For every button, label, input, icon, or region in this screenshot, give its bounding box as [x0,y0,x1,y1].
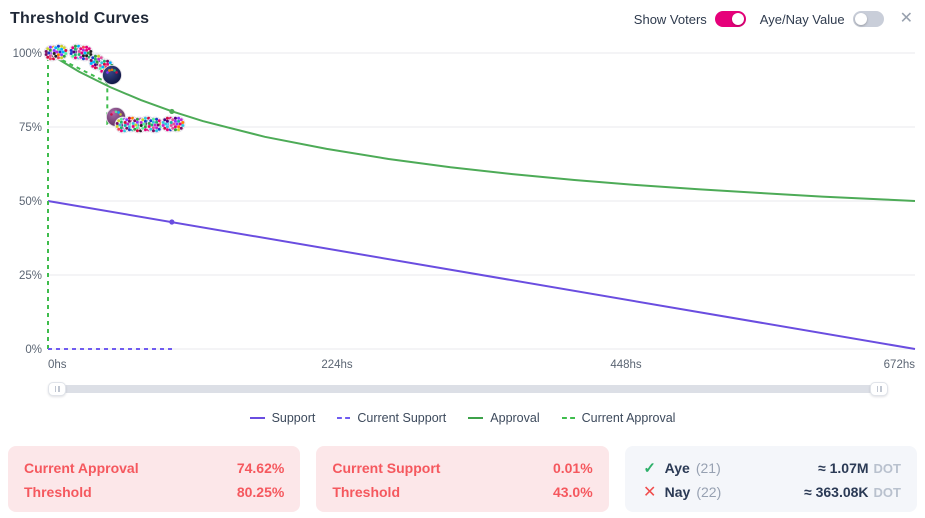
approval-threshold-value: 80.25% [236,484,285,500]
show-voters-toggle-group[interactable]: Show Voters [634,11,746,27]
y-tick-label: 0% [25,344,42,356]
approval-threshold-label: Threshold [24,484,92,500]
x-tick-label: 672hs [884,359,916,371]
y-tick-label: 75% [19,122,42,134]
current-approval-value: 74.62% [236,460,285,476]
close-icon[interactable]: ✕ [899,10,913,27]
voter-avatar[interactable] [51,43,69,61]
threshold-marker-dot [169,108,175,115]
aye-nay-toggle-group[interactable]: Aye/Nay Value [760,11,884,27]
aye-label: Aye [664,460,690,476]
votes-card: ✓ Aye (21) ≈ 1.07M DOT ✕ Nay (22) ≈ 363.… [624,446,917,512]
current-support-label: Current Support [332,460,441,476]
threshold-curves-plot[interactable]: 100% 75% 50% 25% 0% 0hs 224hs 448hs 672hs [0,36,925,376]
scrollbar-track[interactable] [48,385,888,393]
support-threshold-label: Threshold [332,484,400,500]
nay-count: (22) [696,484,722,500]
legend-item-support[interactable]: Support [249,411,316,425]
summary-cards: Current Approval 74.62% Threshold 80.25%… [8,446,917,512]
toggle-knob [731,13,744,25]
current-approval-dash-swatch [561,417,575,419]
legend-label: Current Approval [581,411,676,425]
aye-nay-toggle[interactable] [852,11,884,27]
approval-card: Current Approval 74.62% Threshold 80.25% [8,446,301,512]
current-approval-label: Current Approval [24,460,139,476]
show-voters-label: Show Voters [633,11,707,27]
chart-zoom-scrollbar[interactable] [48,382,888,396]
x-tick-label: 0hs [48,359,67,371]
scrollbar-left-handle[interactable] [48,382,66,396]
support-threshold-value: 43.0% [552,484,593,500]
toggle-knob [854,13,867,25]
nay-cross-icon: ✕ [642,484,657,501]
aye-count: (21) [695,460,721,476]
current-support-value: 0.01% [552,460,593,476]
aye-unit: DOT [873,461,901,476]
x-tick-label: 224hs [321,359,353,371]
x-tick-label: 448hs [610,359,642,371]
voter-avatar[interactable] [146,116,164,134]
page-title: Threshold Curves [10,10,150,27]
aye-nay-label: Aye/Nay Value [759,11,845,27]
legend-label: Approval [490,411,540,425]
support-line-swatch [249,417,265,419]
nay-unit: DOT [873,485,901,500]
aye-check-icon: ✓ [643,460,656,477]
support-curve [47,200,916,350]
voter-avatar[interactable] [168,115,186,133]
voter-avatar[interactable] [76,44,94,62]
legend-item-current-approval[interactable]: Current Approval [561,411,676,425]
nay-label: Nay [664,484,691,500]
legend-item-approval[interactable]: Approval [468,411,540,425]
approval-line-swatch [468,417,484,419]
scrollbar-right-handle[interactable] [870,382,888,396]
current-support-dash-swatch [337,417,351,419]
aye-amount: ≈ 1.07M [818,460,869,476]
threshold-chart: 100% 75% 50% 25% 0% 0hs 224hs 448hs 672hs [0,36,925,404]
approval-curve [47,52,916,202]
support-card: Current Support 0.01% Threshold 43.0% [316,446,609,512]
show-voters-toggle[interactable] [714,11,746,27]
legend-item-current-support[interactable]: Current Support [337,411,446,425]
threshold-marker-dot [169,219,175,225]
chart-legend: Support Current Support Approval Current… [0,404,925,432]
panel-header: Threshold Curves Show Voters Aye/Nay Val… [0,0,925,36]
y-tick-label: 100% [13,48,42,60]
nay-amount: ≈ 363.08K [804,484,869,500]
y-tick-label: 50% [19,196,42,208]
voter-avatar[interactable] [102,65,122,85]
legend-label: Current Support [357,411,447,425]
legend-label: Support [271,411,316,425]
y-tick-label: 25% [19,270,42,282]
